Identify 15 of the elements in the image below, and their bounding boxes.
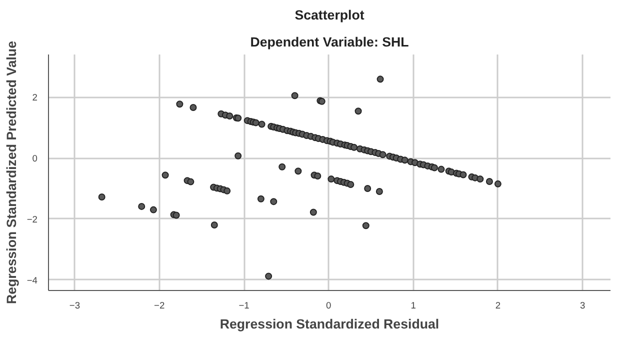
x-axis-title: Regression Standardized Residual (220, 316, 440, 332)
chart-subtitle: Dependent Variable: SHL (250, 34, 409, 50)
x-tick-label: 3 (580, 300, 586, 310)
x-tick-label: −3 (69, 300, 80, 310)
x-tick-label: 2 (495, 300, 501, 310)
y-tick-label: −2 (26, 214, 38, 224)
x-tick-label: −1 (238, 300, 250, 310)
y-axis-title: Regression Standardized Predicted Value (4, 41, 19, 304)
y-tick-label: 0 (32, 154, 38, 164)
y-tick-label: 2 (32, 92, 38, 103)
x-tick-label: −2 (154, 300, 165, 310)
y-tick-label: −4 (26, 275, 38, 286)
x-tick-label: 1 (410, 300, 416, 310)
chart-title: Scatterplot (294, 8, 365, 22)
x-tick-label: 0 (326, 300, 332, 310)
